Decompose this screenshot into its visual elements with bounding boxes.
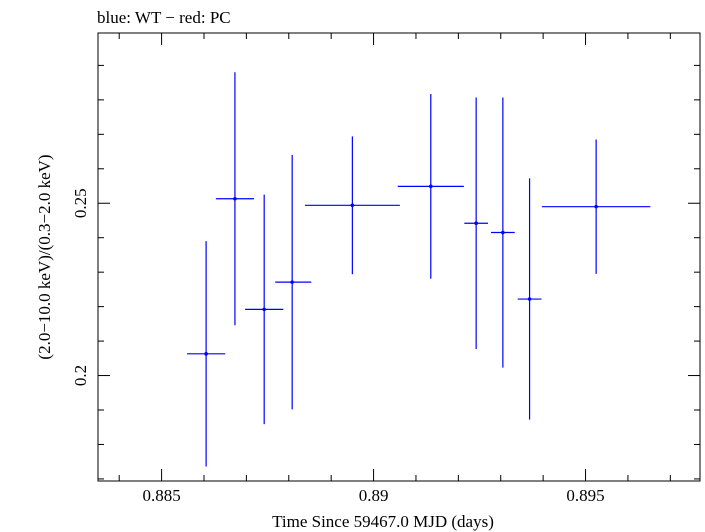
point-marker [594, 204, 598, 209]
data-point [187, 241, 226, 467]
x-axis-title: Time Since 59467.0 MJD (days) [272, 512, 494, 531]
x-tick-label: 0.89 [359, 486, 389, 505]
data-point [517, 178, 542, 420]
point-marker [262, 307, 266, 312]
data-point [464, 97, 489, 350]
plot-frame [97, 32, 701, 482]
data-point [541, 139, 651, 274]
data-point [245, 194, 284, 425]
data-point [215, 72, 255, 326]
point-marker [204, 352, 208, 356]
point-marker [233, 196, 237, 201]
y-tick-label: 0.25 [71, 188, 90, 218]
x-tick-label: 0.885 [142, 486, 180, 505]
y-axis-title: (2.0−10.0 keV)/(0.3−2.0 keV) [35, 154, 54, 359]
data-point [304, 136, 400, 275]
chart-title: blue: WT − red: PC [97, 8, 231, 27]
point-marker [290, 280, 294, 284]
tick-labels: 0.885 0.89 0.895 0.2 0.25 [71, 188, 605, 505]
x-tick-label: 0.895 [566, 486, 604, 505]
data-point [397, 93, 464, 279]
data-point [275, 154, 312, 410]
point-marker [527, 297, 532, 301]
point-marker [428, 184, 433, 189]
data-points [187, 72, 651, 467]
axis-ticks [98, 33, 700, 481]
y-tick-label: 0.2 [71, 365, 90, 386]
point-marker [474, 221, 478, 226]
point-marker [501, 230, 505, 235]
point-marker [350, 203, 355, 208]
data-point [490, 97, 515, 368]
